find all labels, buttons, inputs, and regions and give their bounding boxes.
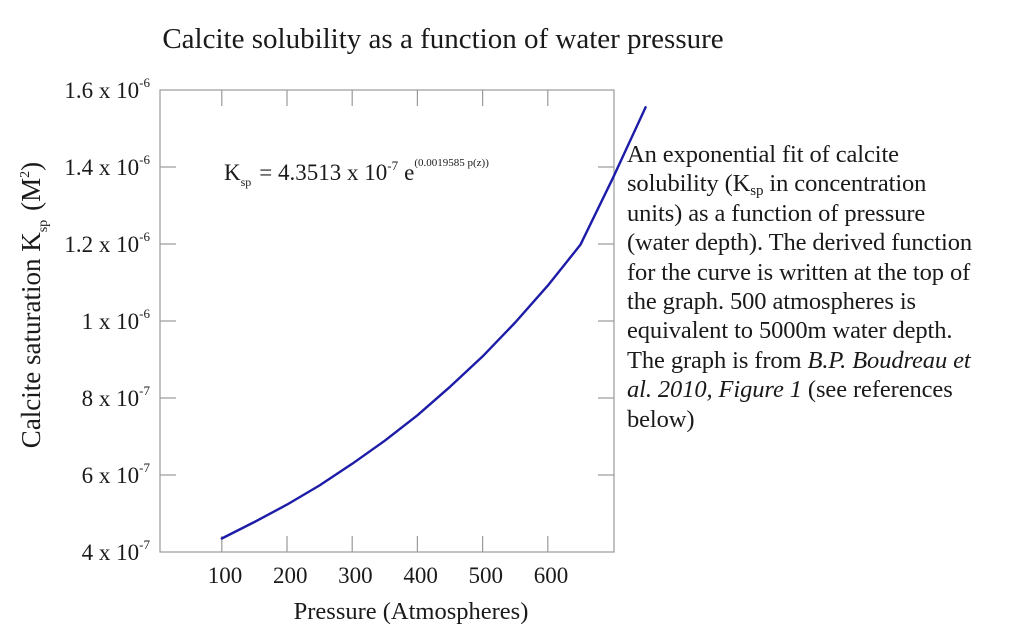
y-axis-label-close: ) — [16, 162, 46, 171]
chart-title: Calcite solubility as a function of wate… — [162, 23, 723, 55]
y-tick-label-mantissa: 1.2 x 10 — [64, 232, 139, 257]
eq-k: K — [224, 160, 241, 185]
y-tick-label-mantissa: 8 x 10 — [82, 386, 140, 411]
y-tick-label-exponent: -6 — [139, 229, 150, 244]
y-tick-labels: 1.6 x 10-61.4 x 10-61.2 x 10-61 x 10-68 … — [64, 75, 150, 565]
y-tick-label-exponent: -6 — [139, 306, 150, 321]
caption-text-1: An exponential fit of calcite solubility… — [627, 141, 899, 198]
y-tick-label-exponent: -6 — [139, 75, 150, 90]
y-tick-label-mantissa: 1 x 10 — [82, 309, 140, 334]
eq-e-exp: (0.0019585 p(z)) — [414, 157, 489, 169]
caption-sub: sp — [750, 183, 764, 200]
x-tick-label: 400 — [403, 563, 438, 588]
y-tick-label: 8 x 10-7 — [82, 383, 151, 411]
series-line — [220, 106, 647, 540]
eq-body: = 4.3513 x 10 — [259, 160, 387, 185]
y-tick-label-mantissa: 1.6 x 10 — [64, 78, 139, 103]
x-tick-marks — [221, 90, 549, 552]
eq-k-sub: sp — [241, 175, 252, 189]
x-tick-labels: 100 200 300 400 500 600 — [208, 563, 569, 588]
y-tick-label-mantissa: 4 x 10 — [82, 540, 140, 565]
y-axis-label-sub: sp — [36, 220, 51, 232]
caption-text-4: (see references below) — [627, 376, 953, 433]
eq-e: e — [404, 160, 414, 185]
x-tick-label: 200 — [273, 563, 308, 588]
y-tick-label: 4 x 10-7 — [82, 537, 151, 565]
y-tick-label-mantissa: 1.4 x 10 — [64, 155, 139, 180]
fit-equation: Ksp = 4.3513 x 10-7 e(0.0019585 p(z)) — [224, 157, 489, 189]
y-tick-label: 1.4 x 10-6 — [64, 152, 150, 180]
y-tick-label: 1.2 x 10-6 — [64, 229, 150, 257]
y-axis-label: Calcite saturation Ksp (M2) — [16, 162, 51, 448]
y-tick-label: 6 x 10-7 — [82, 460, 151, 488]
y-tick-label: 1.6 x 10-6 — [64, 75, 150, 103]
y-tick-label-exponent: -7 — [139, 537, 150, 552]
caption-citation: B.P. Boudreau et al. 2010, Figure 1 — [627, 346, 971, 404]
y-tick-label-exponent: -7 — [139, 460, 150, 475]
y-axis-label-unit: (M — [16, 178, 46, 211]
x-axis-label: Pressure (Atmospheres) — [294, 598, 529, 625]
y-tick-label-exponent: -7 — [139, 383, 150, 398]
y-axis-label-unit-sup: 2 — [18, 171, 33, 178]
x-tick-label: 600 — [534, 563, 569, 588]
y-tick-label-exponent: -6 — [139, 152, 150, 167]
x-tick-label: 100 — [208, 563, 243, 588]
y-tick-label: 1 x 10-6 — [82, 306, 151, 334]
caption-text-2: in concentration units) as a function of… — [627, 170, 973, 374]
x-tick-label: 300 — [338, 563, 373, 588]
x-tick-label: 500 — [469, 563, 504, 588]
y-tick-label-mantissa: 6 x 10 — [82, 463, 140, 488]
y-axis-label-text: Calcite saturation K — [16, 232, 46, 448]
figure-caption: An exponential fit of calcite solubility… — [627, 140, 987, 434]
eq-exp: -7 — [387, 158, 398, 173]
y-tick-marks — [160, 166, 614, 476]
